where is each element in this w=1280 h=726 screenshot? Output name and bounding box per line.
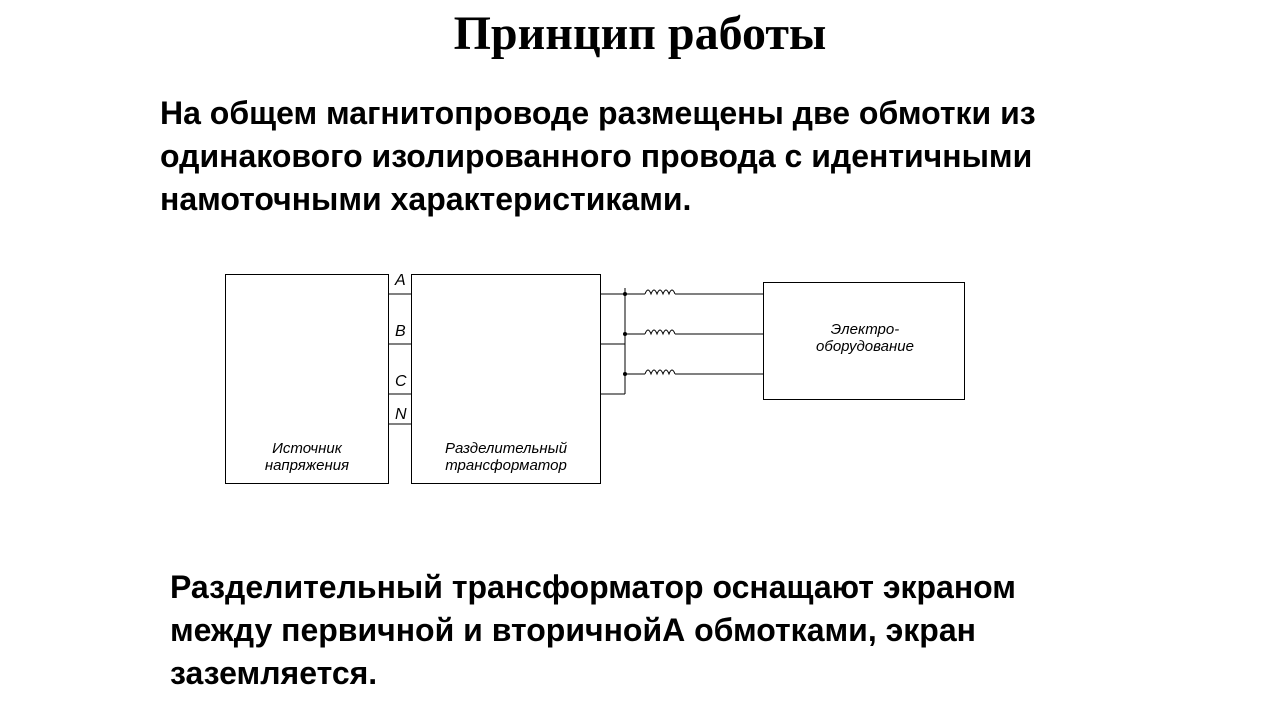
phase-label-c: C (395, 373, 407, 391)
transformer-label: Разделительный трансформатор (411, 440, 601, 474)
page-title: Принцип работы (0, 6, 1280, 61)
source-label: Источник напряжения (225, 440, 389, 474)
paragraph-2: Разделительный трансформатор оснащают эк… (170, 566, 1110, 696)
paragraph-1: На общем магнитопроводе размещены две об… (160, 92, 1100, 222)
phase-label-n: N (395, 406, 407, 424)
transformer-diagram: Электро- оборудование Источник напряжени… (225, 274, 965, 494)
phase-label-a: A (395, 272, 406, 290)
equipment-box: Электро- оборудование (763, 282, 965, 400)
phase-label-b: B (395, 323, 406, 341)
equipment-label: Электро- оборудование (764, 321, 966, 355)
